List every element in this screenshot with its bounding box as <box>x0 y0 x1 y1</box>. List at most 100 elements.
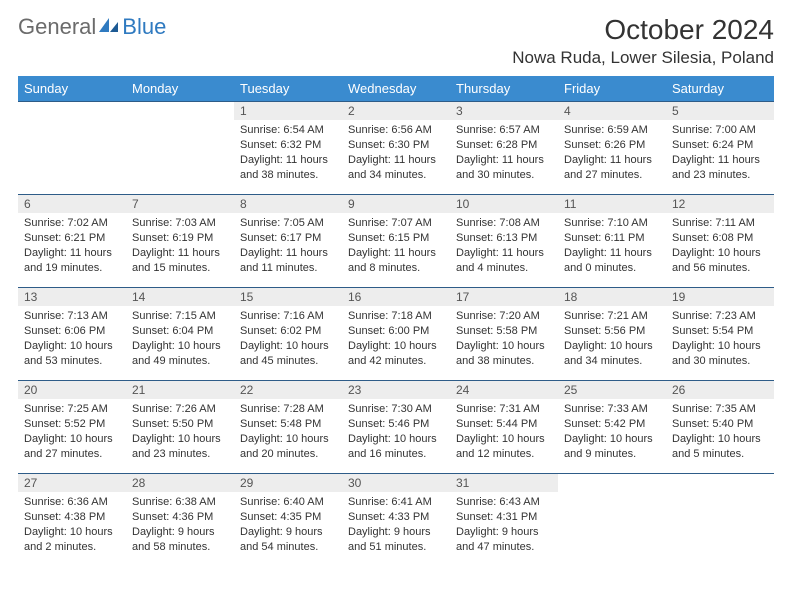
logo-text-blue: Blue <box>122 14 166 40</box>
day-details: Sunrise: 6:43 AMSunset: 4:31 PMDaylight:… <box>450 492 558 558</box>
calendar-cell: 3Sunrise: 6:57 AMSunset: 6:28 PMDaylight… <box>450 102 558 195</box>
sunrise-text: Sunrise: 7:00 AM <box>672 123 768 138</box>
sunset-text: Sunset: 5:56 PM <box>564 324 660 339</box>
sunrise-text: Sunrise: 7:08 AM <box>456 216 552 231</box>
sunrise-text: Sunrise: 7:07 AM <box>348 216 444 231</box>
header: General Blue October 2024 Nowa Ruda, Low… <box>18 14 774 68</box>
day-details: Sunrise: 6:38 AMSunset: 4:36 PMDaylight:… <box>126 492 234 558</box>
day-number: 3 <box>450 102 558 120</box>
calendar-cell: 8Sunrise: 7:05 AMSunset: 6:17 PMDaylight… <box>234 195 342 288</box>
day-details: Sunrise: 7:13 AMSunset: 6:06 PMDaylight:… <box>18 306 126 372</box>
day-number: 28 <box>126 474 234 492</box>
calendar-cell: 23Sunrise: 7:30 AMSunset: 5:46 PMDayligh… <box>342 381 450 474</box>
sunset-text: Sunset: 5:48 PM <box>240 417 336 432</box>
day-number: 16 <box>342 288 450 306</box>
sunrise-text: Sunrise: 6:57 AM <box>456 123 552 138</box>
sunset-text: Sunset: 6:02 PM <box>240 324 336 339</box>
day-details: Sunrise: 7:21 AMSunset: 5:56 PMDaylight:… <box>558 306 666 372</box>
logo-text-general: General <box>18 14 96 40</box>
day-number: 22 <box>234 381 342 399</box>
sunrise-text: Sunrise: 6:59 AM <box>564 123 660 138</box>
calendar-cell: 2Sunrise: 6:56 AMSunset: 6:30 PMDaylight… <box>342 102 450 195</box>
day-number: 10 <box>450 195 558 213</box>
daylight-text: Daylight: 10 hours and 9 minutes. <box>564 432 660 462</box>
calendar-cell-empty <box>558 474 666 567</box>
day-details: Sunrise: 7:33 AMSunset: 5:42 PMDaylight:… <box>558 399 666 465</box>
daylight-text: Daylight: 11 hours and 4 minutes. <box>456 246 552 276</box>
day-details: Sunrise: 7:03 AMSunset: 6:19 PMDaylight:… <box>126 213 234 279</box>
dow-saturday: Saturday <box>666 76 774 102</box>
daylight-text: Daylight: 11 hours and 30 minutes. <box>456 153 552 183</box>
calendar-cell: 4Sunrise: 6:59 AMSunset: 6:26 PMDaylight… <box>558 102 666 195</box>
sunset-text: Sunset: 6:11 PM <box>564 231 660 246</box>
sunrise-text: Sunrise: 7:15 AM <box>132 309 228 324</box>
sunset-text: Sunset: 6:19 PM <box>132 231 228 246</box>
dow-friday: Friday <box>558 76 666 102</box>
sunset-text: Sunset: 6:15 PM <box>348 231 444 246</box>
sunrise-text: Sunrise: 6:40 AM <box>240 495 336 510</box>
calendar-cell: 14Sunrise: 7:15 AMSunset: 6:04 PMDayligh… <box>126 288 234 381</box>
sunset-text: Sunset: 4:35 PM <box>240 510 336 525</box>
daylight-text: Daylight: 10 hours and 30 minutes. <box>672 339 768 369</box>
day-details: Sunrise: 7:02 AMSunset: 6:21 PMDaylight:… <box>18 213 126 279</box>
daylight-text: Daylight: 10 hours and 20 minutes. <box>240 432 336 462</box>
calendar-cell: 19Sunrise: 7:23 AMSunset: 5:54 PMDayligh… <box>666 288 774 381</box>
day-number: 27 <box>18 474 126 492</box>
sunrise-text: Sunrise: 7:10 AM <box>564 216 660 231</box>
daylight-text: Daylight: 10 hours and 16 minutes. <box>348 432 444 462</box>
sunrise-text: Sunrise: 7:18 AM <box>348 309 444 324</box>
sunset-text: Sunset: 5:58 PM <box>456 324 552 339</box>
sunrise-text: Sunrise: 7:11 AM <box>672 216 768 231</box>
calendar-cell: 17Sunrise: 7:20 AMSunset: 5:58 PMDayligh… <box>450 288 558 381</box>
sunrise-text: Sunrise: 7:20 AM <box>456 309 552 324</box>
calendar-cell: 5Sunrise: 7:00 AMSunset: 6:24 PMDaylight… <box>666 102 774 195</box>
calendar-cell: 11Sunrise: 7:10 AMSunset: 6:11 PMDayligh… <box>558 195 666 288</box>
sunset-text: Sunset: 6:32 PM <box>240 138 336 153</box>
sunset-text: Sunset: 4:31 PM <box>456 510 552 525</box>
sunset-text: Sunset: 6:00 PM <box>348 324 444 339</box>
logo-sail-icon <box>98 16 120 39</box>
day-number: 30 <box>342 474 450 492</box>
calendar-cell-empty <box>126 102 234 195</box>
calendar-cell: 28Sunrise: 6:38 AMSunset: 4:36 PMDayligh… <box>126 474 234 567</box>
sunset-text: Sunset: 6:30 PM <box>348 138 444 153</box>
day-details: Sunrise: 7:20 AMSunset: 5:58 PMDaylight:… <box>450 306 558 372</box>
calendar-cell: 6Sunrise: 7:02 AMSunset: 6:21 PMDaylight… <box>18 195 126 288</box>
daylight-text: Daylight: 10 hours and 34 minutes. <box>564 339 660 369</box>
day-number: 2 <box>342 102 450 120</box>
daylight-text: Daylight: 11 hours and 23 minutes. <box>672 153 768 183</box>
calendar-cell: 12Sunrise: 7:11 AMSunset: 6:08 PMDayligh… <box>666 195 774 288</box>
calendar-cell-empty <box>18 102 126 195</box>
dow-tuesday: Tuesday <box>234 76 342 102</box>
day-number: 21 <box>126 381 234 399</box>
sunrise-text: Sunrise: 7:30 AM <box>348 402 444 417</box>
calendar-cell: 27Sunrise: 6:36 AMSunset: 4:38 PMDayligh… <box>18 474 126 567</box>
day-details: Sunrise: 6:59 AMSunset: 6:26 PMDaylight:… <box>558 120 666 186</box>
calendar-cell: 30Sunrise: 6:41 AMSunset: 4:33 PMDayligh… <box>342 474 450 567</box>
sunset-text: Sunset: 6:04 PM <box>132 324 228 339</box>
day-details: Sunrise: 6:36 AMSunset: 4:38 PMDaylight:… <box>18 492 126 558</box>
sunset-text: Sunset: 5:44 PM <box>456 417 552 432</box>
sunset-text: Sunset: 5:40 PM <box>672 417 768 432</box>
day-number: 18 <box>558 288 666 306</box>
calendar-cell: 7Sunrise: 7:03 AMSunset: 6:19 PMDaylight… <box>126 195 234 288</box>
sunrise-text: Sunrise: 7:13 AM <box>24 309 120 324</box>
daylight-text: Daylight: 11 hours and 15 minutes. <box>132 246 228 276</box>
sunrise-text: Sunrise: 7:16 AM <box>240 309 336 324</box>
sunset-text: Sunset: 5:50 PM <box>132 417 228 432</box>
daylight-text: Daylight: 10 hours and 53 minutes. <box>24 339 120 369</box>
sunset-text: Sunset: 6:06 PM <box>24 324 120 339</box>
daylight-text: Daylight: 9 hours and 54 minutes. <box>240 525 336 555</box>
sunset-text: Sunset: 6:17 PM <box>240 231 336 246</box>
day-details: Sunrise: 7:35 AMSunset: 5:40 PMDaylight:… <box>666 399 774 465</box>
day-number: 11 <box>558 195 666 213</box>
day-number: 4 <box>558 102 666 120</box>
sunrise-text: Sunrise: 7:25 AM <box>24 402 120 417</box>
sunrise-text: Sunrise: 6:54 AM <box>240 123 336 138</box>
day-details: Sunrise: 7:10 AMSunset: 6:11 PMDaylight:… <box>558 213 666 279</box>
sunrise-text: Sunrise: 6:38 AM <box>132 495 228 510</box>
calendar-cell: 18Sunrise: 7:21 AMSunset: 5:56 PMDayligh… <box>558 288 666 381</box>
calendar-cell: 24Sunrise: 7:31 AMSunset: 5:44 PMDayligh… <box>450 381 558 474</box>
day-number: 14 <box>126 288 234 306</box>
dow-wednesday: Wednesday <box>342 76 450 102</box>
